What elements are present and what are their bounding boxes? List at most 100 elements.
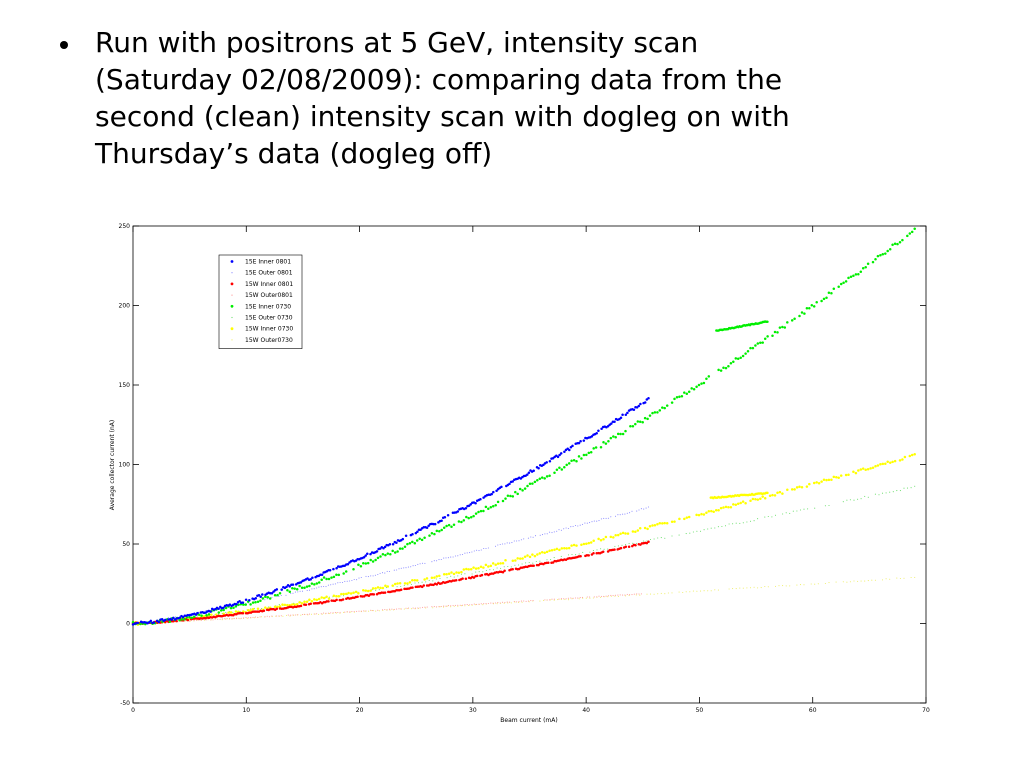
data-point xyxy=(578,598,580,600)
data-point xyxy=(778,326,782,329)
data-point xyxy=(617,545,619,547)
data-point xyxy=(754,344,757,347)
data-point xyxy=(756,498,760,501)
data-point xyxy=(563,465,566,469)
data-point xyxy=(589,450,593,454)
data-point xyxy=(886,460,889,463)
data-point xyxy=(322,596,326,600)
data-point xyxy=(656,523,659,526)
data-point xyxy=(225,618,227,620)
data-point xyxy=(617,514,619,516)
data-point xyxy=(538,477,542,481)
data-point xyxy=(226,618,228,620)
data-point xyxy=(756,342,760,345)
data-point xyxy=(585,542,588,546)
legend-marker xyxy=(230,282,234,286)
data-point xyxy=(567,554,570,556)
data-point xyxy=(685,392,689,395)
data-point xyxy=(560,555,562,557)
data-point xyxy=(443,515,447,519)
data-point xyxy=(849,581,851,583)
data-point xyxy=(604,535,608,539)
data-point xyxy=(371,589,373,591)
data-point xyxy=(774,514,777,516)
data-point xyxy=(438,606,440,608)
data-point xyxy=(582,453,586,457)
data-point xyxy=(311,576,314,580)
data-point xyxy=(546,559,548,561)
data-point xyxy=(436,560,438,562)
data-point xyxy=(300,602,304,605)
data-point xyxy=(487,547,489,549)
data-point xyxy=(320,596,323,599)
data-point xyxy=(217,611,221,614)
data-point xyxy=(316,587,318,589)
data-point xyxy=(485,569,487,572)
data-point xyxy=(714,509,718,512)
data-point xyxy=(881,252,885,256)
data-point xyxy=(396,550,399,553)
legend-marker xyxy=(230,260,234,263)
data-point xyxy=(330,612,332,614)
data-point xyxy=(759,497,762,501)
data-point xyxy=(661,522,664,525)
data-point xyxy=(414,582,416,584)
data-point xyxy=(320,573,324,577)
data-point xyxy=(339,612,341,614)
data-point xyxy=(621,531,625,535)
data-point xyxy=(657,537,659,539)
y-axis-label: Average collector current (nA) xyxy=(109,420,116,510)
data-point xyxy=(450,606,452,608)
data-point xyxy=(732,360,735,364)
y-tick-label: 0 xyxy=(126,621,130,628)
data-point xyxy=(808,306,811,310)
data-point xyxy=(291,583,295,586)
data-point xyxy=(628,594,630,597)
data-point xyxy=(221,618,223,620)
data-point xyxy=(717,508,720,512)
data-point xyxy=(238,599,241,603)
data-point xyxy=(558,453,561,457)
data-point xyxy=(421,562,424,564)
data-point xyxy=(653,538,655,540)
data-point xyxy=(639,402,642,406)
data-point xyxy=(550,549,554,552)
data-point xyxy=(503,566,505,568)
data-point xyxy=(511,495,515,498)
data-point xyxy=(482,571,484,573)
data-point xyxy=(610,595,612,597)
data-point xyxy=(499,602,501,604)
data-point xyxy=(781,492,784,495)
data-point xyxy=(313,613,315,615)
data-point xyxy=(727,365,730,368)
data-point xyxy=(490,492,493,496)
data-point xyxy=(553,531,555,533)
y-tick-label: 200 xyxy=(119,303,131,310)
data-point xyxy=(825,296,828,300)
data-point xyxy=(340,592,343,596)
data-point xyxy=(871,466,875,470)
series-15e-inner-0801 xyxy=(131,396,650,626)
data-point xyxy=(379,572,381,574)
data-point xyxy=(545,550,549,554)
data-point xyxy=(234,610,238,613)
data-point xyxy=(635,406,639,409)
data-point xyxy=(288,590,292,594)
data-point xyxy=(376,586,380,589)
data-point xyxy=(563,450,566,453)
data-point xyxy=(317,581,321,584)
data-point xyxy=(646,593,648,595)
data-point xyxy=(857,498,859,500)
data-point xyxy=(532,562,534,564)
data-point xyxy=(352,591,355,595)
data-point xyxy=(545,461,548,464)
data-point xyxy=(817,583,819,585)
data-point xyxy=(673,397,676,401)
data-point xyxy=(563,547,566,550)
data-point xyxy=(385,609,387,611)
data-point xyxy=(435,529,439,533)
data-point xyxy=(404,534,408,538)
data-point xyxy=(728,523,730,525)
data-point xyxy=(592,539,595,542)
